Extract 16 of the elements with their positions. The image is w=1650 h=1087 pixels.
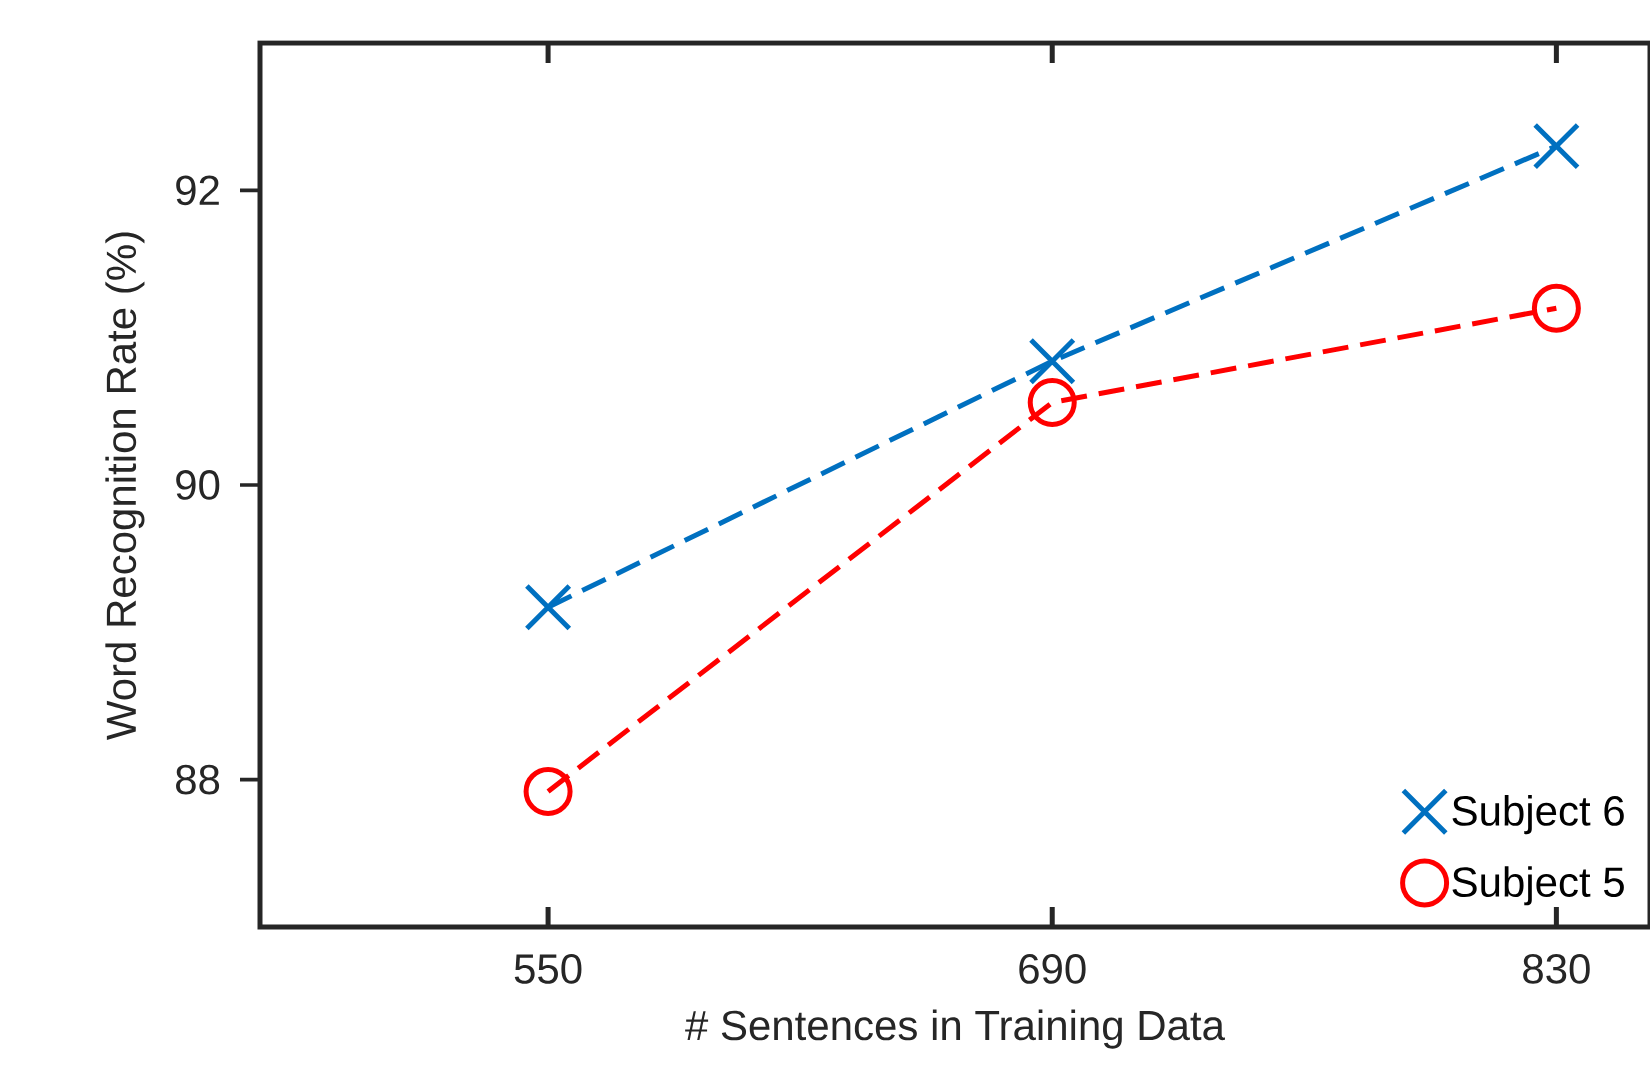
legend-label: Subject 6 [1452, 794, 1624, 835]
y-tick-label: 90 [176, 470, 220, 500]
y-tick-label: 88 [176, 764, 220, 795]
point [1531, 283, 1581, 333]
point [1028, 337, 1076, 385]
legend-label: Subject 5 [1452, 866, 1624, 906]
y-axis-title: Word Recognition Rate (%) [105, 232, 145, 741]
y-tick-label: 92 [176, 175, 219, 206]
x-tick-label: 830 [1523, 954, 1590, 984]
point [523, 766, 573, 816]
point [1532, 122, 1581, 170]
x-axis-title: # Sentences in Training Data [685, 1009, 1225, 1049]
x-tick-label: 690 [1019, 954, 1086, 984]
point [524, 583, 572, 631]
point [1027, 377, 1077, 427]
x-tick-label: 550 [514, 954, 582, 984]
